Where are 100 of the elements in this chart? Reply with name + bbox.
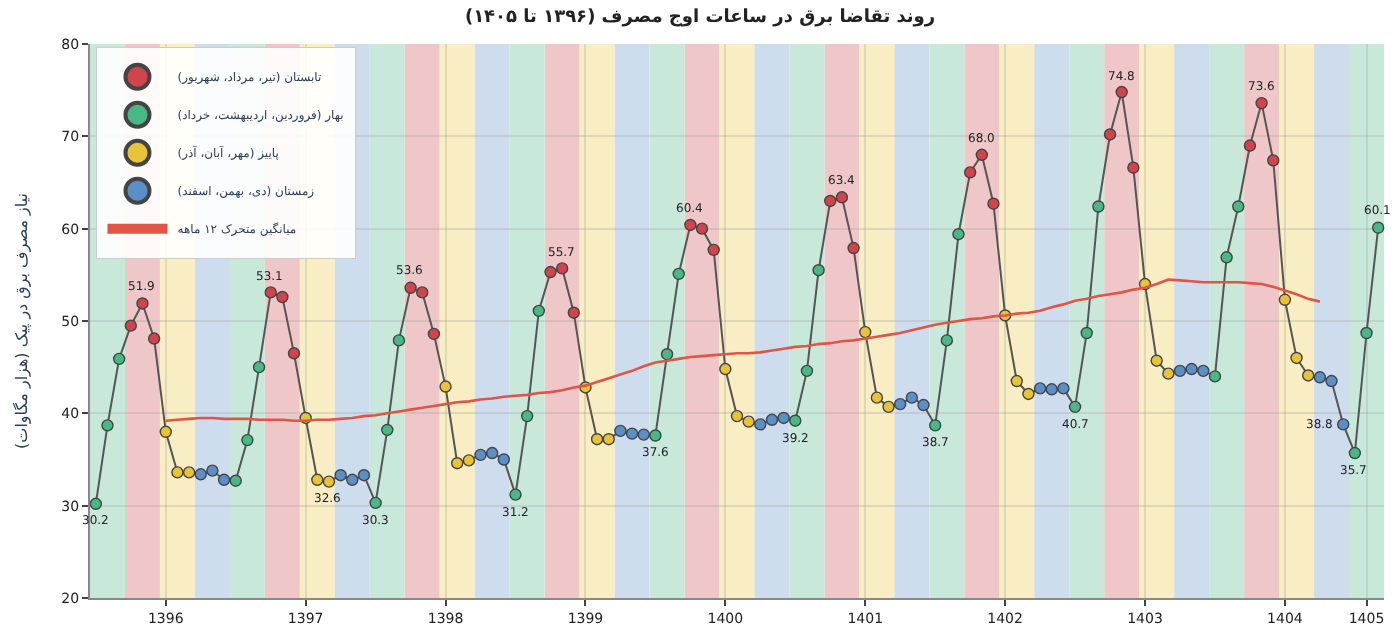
point (754, 418, 767, 431)
point (112, 352, 126, 366)
point (800, 364, 814, 378)
point (357, 469, 371, 482)
point (392, 334, 406, 347)
point (520, 409, 534, 423)
point (136, 297, 149, 310)
point (334, 469, 347, 482)
point (765, 413, 779, 426)
point (590, 432, 604, 446)
point (812, 264, 825, 277)
point (497, 453, 511, 466)
point (963, 166, 977, 179)
point (660, 348, 674, 361)
point (882, 400, 895, 414)
point (1068, 400, 1082, 414)
point (1127, 161, 1140, 174)
point (1302, 369, 1315, 382)
point (1208, 370, 1222, 383)
y-axis-title: نیاز مصرف برق در پیک (هزار مگاوات) (10, 193, 31, 449)
point (182, 466, 196, 479)
point (544, 265, 557, 279)
point (1022, 387, 1035, 401)
point (416, 286, 429, 299)
point (1173, 364, 1187, 378)
point (602, 432, 615, 446)
point (789, 414, 802, 427)
point (859, 325, 872, 339)
point (1360, 326, 1373, 340)
point (474, 448, 487, 462)
point (124, 319, 137, 332)
point (742, 415, 755, 428)
point (171, 466, 184, 479)
point (1115, 85, 1128, 99)
line-series (164, 278, 1322, 423)
point (346, 473, 359, 487)
point (614, 424, 627, 438)
point (404, 281, 417, 294)
point (777, 411, 790, 425)
point (451, 457, 464, 470)
point (509, 488, 522, 501)
point (1325, 374, 1338, 388)
point (287, 347, 301, 360)
point (684, 218, 697, 232)
point (194, 468, 207, 481)
point (672, 267, 685, 281)
point (1255, 96, 1268, 110)
point (1092, 200, 1105, 213)
point (1033, 382, 1047, 395)
point (1103, 128, 1117, 141)
point (206, 464, 219, 477)
point (101, 419, 114, 432)
point (987, 197, 1000, 210)
point (649, 429, 662, 442)
point (847, 241, 860, 255)
point (1267, 154, 1280, 167)
point (89, 497, 103, 511)
point (252, 360, 266, 374)
point (1080, 326, 1093, 340)
point (241, 433, 254, 447)
point (1045, 383, 1058, 396)
point (1162, 367, 1175, 380)
chart-title: روند تقاضا برق در ساعات اوج مصرف (۱۳۹۶ تا ۱۴۰۵) (464, 8, 936, 29)
point (1243, 139, 1257, 152)
point (1290, 351, 1303, 365)
point (276, 290, 289, 304)
point (625, 427, 639, 440)
point (940, 334, 954, 347)
point (159, 425, 172, 438)
point (894, 397, 907, 411)
point (1185, 362, 1198, 376)
point (311, 473, 324, 487)
point (485, 446, 499, 460)
point (1313, 371, 1327, 384)
point (264, 286, 277, 299)
point (928, 419, 942, 432)
point (824, 194, 837, 208)
point (381, 423, 394, 437)
point (719, 362, 732, 376)
point (369, 496, 382, 510)
point (147, 332, 161, 345)
point (1150, 354, 1163, 367)
point (439, 380, 452, 393)
point (462, 454, 476, 467)
point (835, 191, 849, 204)
point (322, 475, 336, 488)
point (229, 474, 242, 487)
point (695, 222, 709, 235)
point (870, 391, 884, 404)
point (1197, 364, 1210, 378)
point (567, 306, 580, 319)
point (1348, 446, 1362, 460)
point (217, 473, 231, 487)
point (707, 243, 720, 257)
point (1057, 382, 1070, 395)
point (917, 398, 930, 412)
point (1278, 293, 1292, 306)
point (1010, 374, 1023, 388)
point (905, 391, 919, 404)
point (1232, 200, 1245, 213)
